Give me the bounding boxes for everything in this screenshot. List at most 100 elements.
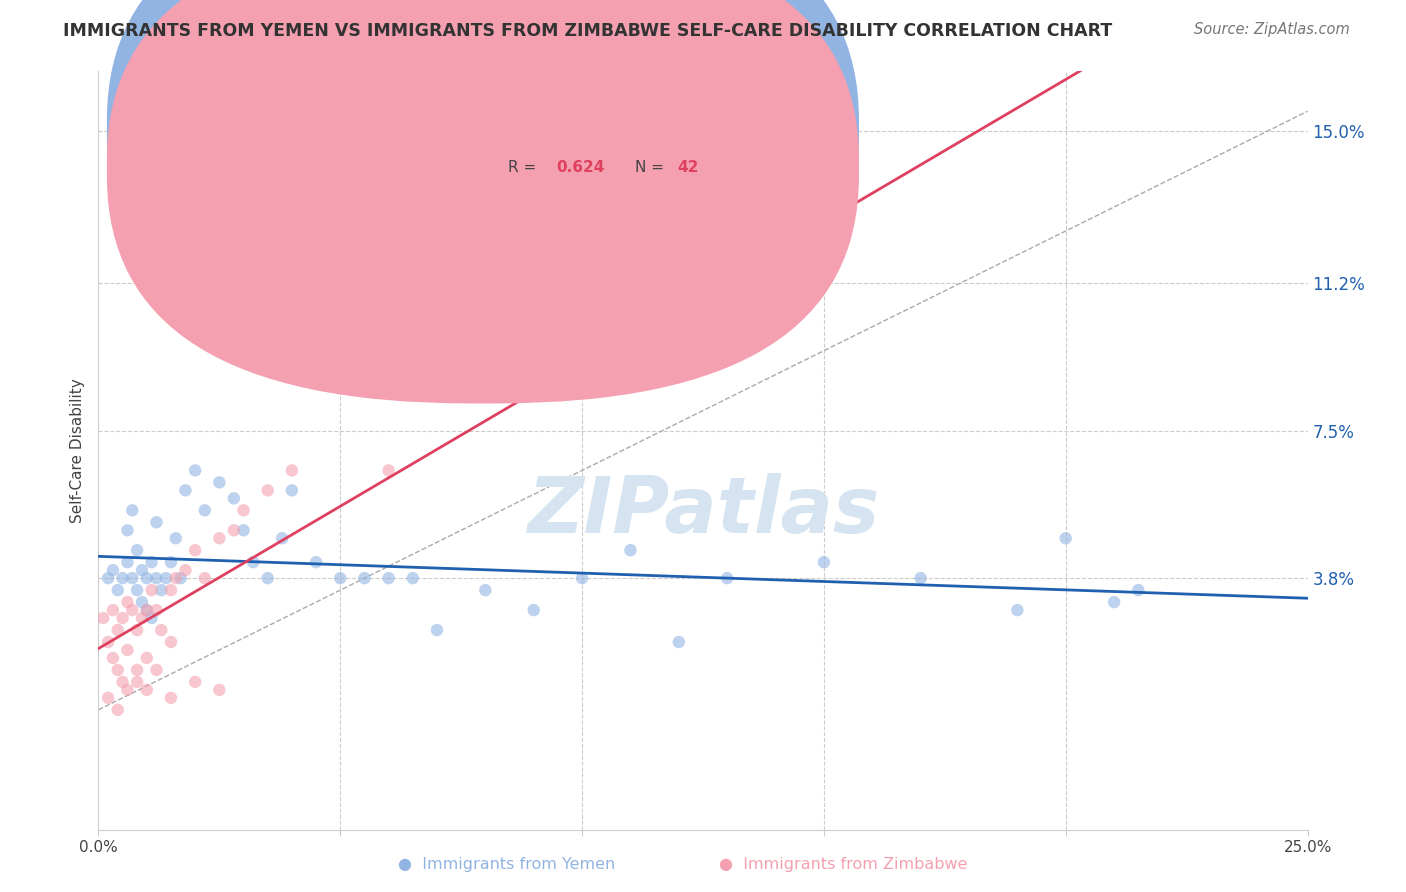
Point — [1128, 583, 1150, 598]
FancyBboxPatch shape — [446, 99, 797, 199]
Point — [160, 583, 183, 598]
Point — [111, 571, 134, 585]
Point — [377, 571, 399, 585]
Text: IMMIGRANTS FROM YEMEN VS IMMIGRANTS FROM ZIMBABWE SELF-CARE DISABILITY CORRELATI: IMMIGRANTS FROM YEMEN VS IMMIGRANTS FROM… — [63, 22, 1112, 40]
Point — [184, 463, 207, 477]
Point — [135, 603, 157, 617]
Point — [619, 543, 641, 558]
Point — [131, 563, 153, 577]
Point — [242, 555, 264, 569]
Point — [121, 503, 143, 517]
Point — [97, 635, 120, 649]
Point — [145, 663, 167, 677]
Point — [281, 463, 304, 477]
Point — [194, 571, 217, 585]
Point — [145, 571, 167, 585]
Point — [353, 571, 375, 585]
Point — [1102, 595, 1125, 609]
Point — [117, 595, 139, 609]
Point — [160, 635, 183, 649]
Point — [111, 611, 134, 625]
Point — [305, 555, 328, 569]
Point — [271, 531, 294, 545]
Text: ZIPatlas: ZIPatlas — [527, 473, 879, 549]
Point — [222, 523, 245, 537]
Point — [169, 571, 191, 585]
Point — [141, 611, 163, 625]
Point — [155, 571, 177, 585]
FancyBboxPatch shape — [107, 0, 859, 364]
Point — [131, 611, 153, 625]
Point — [131, 595, 153, 609]
Point — [377, 463, 399, 477]
Point — [141, 583, 163, 598]
Point — [117, 643, 139, 657]
Point — [160, 555, 183, 569]
Text: ●  Immigrants from Yemen: ● Immigrants from Yemen — [398, 857, 614, 872]
Text: R =: R = — [509, 120, 537, 136]
Text: ●  Immigrants from Zimbabwe: ● Immigrants from Zimbabwe — [720, 857, 967, 872]
Point — [174, 483, 197, 498]
Point — [141, 555, 163, 569]
Point — [127, 583, 149, 598]
Point — [117, 523, 139, 537]
Text: R =: R = — [509, 161, 537, 175]
Point — [208, 475, 231, 490]
Y-axis label: Self-Care Disability: Self-Care Disability — [70, 378, 86, 523]
Point — [101, 563, 124, 577]
Point — [571, 571, 593, 585]
Point — [716, 571, 738, 585]
Point — [117, 555, 139, 569]
Point — [91, 611, 114, 625]
Point — [150, 623, 173, 637]
Text: N =: N = — [636, 120, 664, 136]
Point — [127, 224, 149, 238]
Point — [813, 244, 835, 258]
Point — [135, 603, 157, 617]
Point — [97, 571, 120, 585]
Point — [107, 623, 129, 637]
Point — [232, 503, 254, 517]
Point — [135, 571, 157, 585]
Point — [1007, 603, 1029, 617]
Point — [101, 651, 124, 665]
Point — [184, 543, 207, 558]
Point — [232, 523, 254, 537]
Point — [813, 555, 835, 569]
Point — [107, 703, 129, 717]
Text: Source: ZipAtlas.com: Source: ZipAtlas.com — [1194, 22, 1350, 37]
Point — [107, 583, 129, 598]
Text: N =: N = — [636, 161, 664, 175]
Point — [150, 583, 173, 598]
Point — [121, 603, 143, 617]
Point — [165, 571, 187, 585]
Point — [402, 571, 425, 585]
Point — [426, 623, 449, 637]
Point — [101, 603, 124, 617]
Point — [194, 503, 217, 517]
Point — [121, 571, 143, 585]
Text: 0.624: 0.624 — [557, 161, 605, 175]
Point — [107, 663, 129, 677]
Point — [117, 682, 139, 697]
Point — [145, 603, 167, 617]
Point — [256, 483, 278, 498]
Point — [135, 651, 157, 665]
Point — [523, 603, 546, 617]
Point — [135, 682, 157, 697]
Point — [474, 583, 496, 598]
Point — [174, 563, 197, 577]
Point — [184, 674, 207, 689]
Point — [208, 531, 231, 545]
FancyBboxPatch shape — [107, 0, 859, 403]
Point — [111, 674, 134, 689]
Point — [97, 690, 120, 705]
Text: 51: 51 — [678, 120, 699, 136]
Point — [281, 483, 304, 498]
Point — [208, 682, 231, 697]
Point — [256, 571, 278, 585]
Point — [145, 516, 167, 530]
Point — [127, 543, 149, 558]
Point — [329, 571, 352, 585]
Point — [127, 663, 149, 677]
